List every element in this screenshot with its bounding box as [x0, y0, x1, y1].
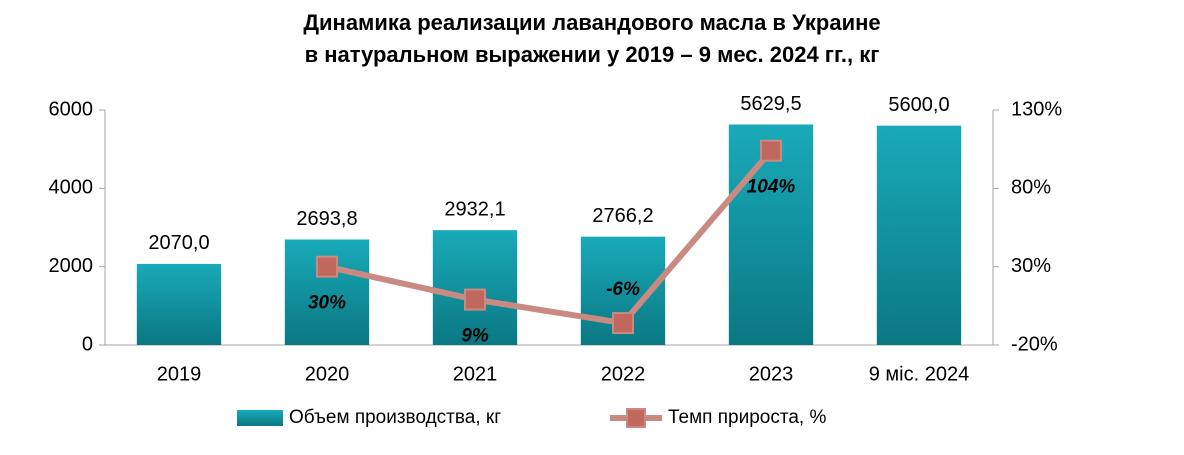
- x-tick-label: 2022: [601, 363, 646, 385]
- data-label: -6%: [606, 279, 640, 300]
- y2-tick-label: -20%: [1011, 333, 1058, 355]
- data-label: 2932,1: [444, 198, 505, 220]
- data-label: 30%: [308, 293, 346, 314]
- marker: [464, 288, 486, 311]
- line: [326, 148, 774, 327]
- y-tick-label: 6000: [49, 98, 94, 120]
- bar: [876, 125, 962, 346]
- y2-tick-label: 30%: [1011, 255, 1051, 277]
- legend-swatch: [237, 410, 283, 426]
- marker: [612, 312, 634, 335]
- marker: [316, 255, 338, 278]
- data-label: 2693,8: [296, 208, 357, 230]
- legend-marker: [626, 408, 646, 428]
- data-label: 5600,0: [888, 94, 949, 116]
- x-tick-label: 2019: [157, 363, 202, 385]
- y2-tick-label: 130%: [1011, 98, 1062, 120]
- data-label: 104%: [747, 177, 796, 198]
- x-tick-label: 9 міс. 2024: [869, 363, 969, 385]
- y2-tick-label: 80%: [1011, 177, 1051, 199]
- bar: [432, 230, 518, 345]
- x-tick-label: 2020: [305, 363, 350, 385]
- x-tick-label: 2023: [749, 363, 794, 385]
- y-tick-label: 2000: [49, 255, 94, 277]
- data-label: 2070,0: [148, 232, 209, 254]
- data-label: 5629,5: [740, 93, 801, 115]
- chart-title: в натуральном выражении у 2019 – 9 мес. …: [305, 42, 880, 67]
- chart-title: Динамика реализации лавандового масла в …: [303, 10, 880, 35]
- bar: [136, 263, 222, 345]
- marker: [760, 139, 782, 162]
- data-label: 2766,2: [592, 205, 653, 227]
- y-tick-label: 4000: [49, 177, 94, 199]
- y-tick-label: 0: [82, 333, 93, 355]
- x-tick-label: 2021: [453, 363, 498, 385]
- data-label: 9%: [461, 326, 489, 347]
- legend-label: Темп прироста, %: [668, 407, 826, 428]
- legend-label: Объем производства, кг: [289, 407, 501, 428]
